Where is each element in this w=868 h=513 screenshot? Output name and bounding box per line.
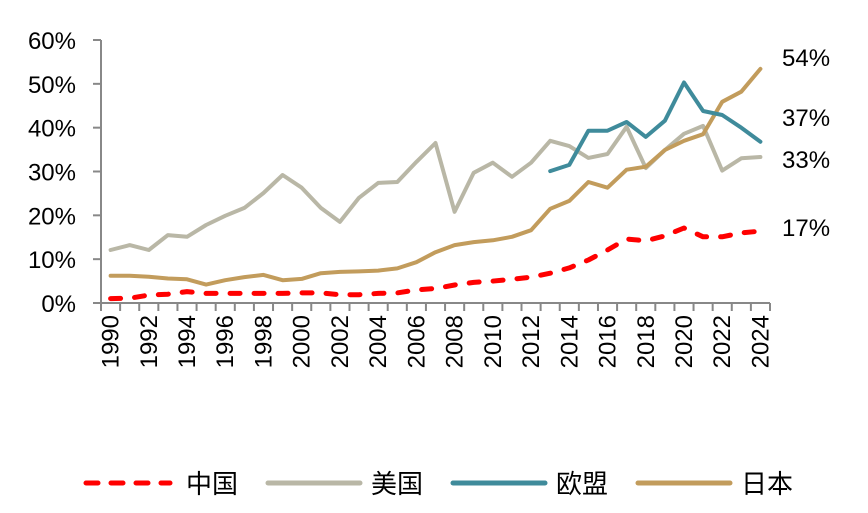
x-tick-label: 2012 [518, 315, 545, 368]
legend-item-us[interactable]: 美国 [265, 470, 423, 500]
legend: 中国 美国 欧盟 日本 [83, 470, 793, 500]
legend-label-china: 中国 [186, 470, 238, 500]
y-tick-label: 40% [28, 116, 76, 143]
x-tick-label: 2014 [556, 315, 583, 368]
end-label-us: 33% [782, 147, 830, 174]
x-tick-label: 2020 [671, 315, 698, 368]
series-us [108, 123, 763, 252]
legend-label-eu: 欧盟 [556, 470, 608, 500]
series-layer [108, 66, 763, 302]
x-tick-label: 1994 [174, 315, 201, 368]
y-tick-label: 10% [28, 247, 76, 274]
legend-item-china[interactable]: 中国 [83, 470, 238, 500]
x-tick-label: 1996 [212, 315, 239, 368]
series-eu [548, 80, 763, 174]
end-label-eu: 37% [782, 105, 830, 132]
x-axis: 1990 1992 1994 1996 1998 2000 2002 2004 2006 2008… [98, 302, 774, 368]
x-tick-label: 1992 [136, 315, 163, 368]
y-tick-label: 60% [28, 28, 76, 55]
x-tick-label: 2006 [403, 315, 430, 368]
series-line-us [108, 123, 763, 252]
y-tick-label: 50% [28, 72, 76, 99]
end-labels: 54% 37% 33% 17% [782, 45, 830, 242]
end-label-japan: 54% [782, 45, 830, 72]
x-tick-label: 2018 [633, 315, 660, 368]
x-tick-label: 2002 [327, 315, 354, 368]
legend-item-eu[interactable]: 欧盟 [450, 470, 608, 500]
legend-item-japan[interactable]: 日本 [635, 470, 793, 500]
series-japan [108, 66, 763, 287]
series-line-china [108, 225, 763, 302]
x-tick-label: 1990 [98, 315, 125, 368]
x-tick-label: 2016 [595, 315, 622, 368]
series-line-eu [548, 80, 763, 174]
end-label-china: 17% [782, 215, 830, 242]
x-tick-label: 1998 [250, 315, 277, 368]
y-tick-label: 30% [28, 160, 76, 187]
legend-label-us: 美国 [371, 470, 423, 500]
x-tick-label: 2024 [747, 315, 774, 368]
x-tick-label: 2008 [442, 315, 469, 368]
y-axis: 0% 10% 20% 30% 40% 50% 60% [28, 28, 102, 318]
x-tick-label: 2022 [709, 315, 736, 368]
y-tick-label: 0% [41, 291, 76, 318]
x-tick-label: 2004 [365, 315, 392, 368]
series-line-japan [108, 66, 763, 287]
legend-label-japan: 日本 [741, 470, 793, 500]
series-china [108, 225, 763, 302]
x-tick-label: 2000 [289, 315, 316, 368]
x-tick-label: 2010 [480, 315, 507, 368]
y-tick-label: 20% [28, 203, 76, 230]
